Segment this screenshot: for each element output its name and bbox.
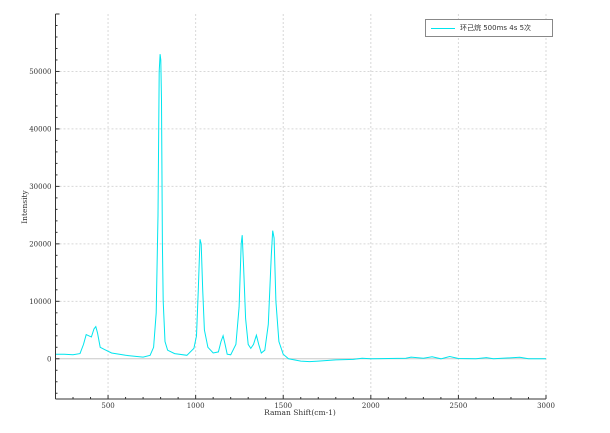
- grid-lines: [55, 14, 547, 399]
- x-tick-label: 1500: [274, 402, 292, 410]
- x-tick-label: 2000: [362, 402, 380, 410]
- y-tick-label: 20000: [29, 240, 51, 248]
- axes: [55, 13, 547, 400]
- y-axis-label: Intensity: [20, 189, 29, 223]
- y-tick-label: 50000: [29, 68, 51, 76]
- y-tick-label: 40000: [29, 125, 51, 133]
- y-tick-label: 0: [47, 355, 51, 363]
- legend-swatch: [431, 27, 455, 29]
- x-tick-label: 1000: [187, 402, 205, 410]
- x-tick-label: 500: [101, 402, 114, 410]
- tick-labels: 500 1000 1500 2000 2500 300001000020000300004…: [29, 68, 555, 410]
- y-tick-label: 10000: [29, 298, 51, 306]
- legend: 环己烷 500ms 4s 5次: [425, 19, 553, 37]
- x-axis-label: Raman Shift(cm-1): [264, 408, 336, 417]
- legend-label: 环己烷 500ms 4s 5次: [460, 24, 532, 32]
- x-tick-label: 3000: [537, 402, 555, 410]
- y-tick-label: 30000: [29, 183, 51, 191]
- x-tick-label: 2500: [449, 402, 467, 410]
- series-line: [55, 54, 546, 363]
